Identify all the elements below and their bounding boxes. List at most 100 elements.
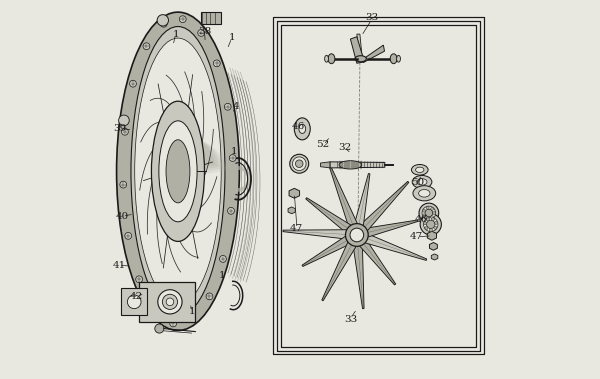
Circle shape bbox=[430, 229, 433, 232]
Bar bbox=[277, 21, 480, 351]
Circle shape bbox=[125, 232, 131, 239]
Ellipse shape bbox=[355, 56, 367, 62]
Text: 39: 39 bbox=[113, 124, 127, 133]
Polygon shape bbox=[139, 282, 195, 322]
Text: 47: 47 bbox=[410, 232, 424, 241]
Circle shape bbox=[425, 227, 428, 230]
Ellipse shape bbox=[135, 38, 221, 304]
Bar bbox=[274, 17, 484, 354]
Bar bbox=[274, 17, 484, 354]
Circle shape bbox=[130, 80, 136, 87]
Circle shape bbox=[435, 221, 438, 224]
Circle shape bbox=[155, 324, 164, 333]
Circle shape bbox=[425, 209, 433, 217]
Circle shape bbox=[431, 207, 434, 210]
Circle shape bbox=[206, 293, 213, 300]
Polygon shape bbox=[353, 182, 409, 239]
Text: 41: 41 bbox=[112, 261, 125, 270]
Ellipse shape bbox=[412, 164, 428, 175]
Wedge shape bbox=[236, 166, 251, 192]
Circle shape bbox=[136, 276, 143, 283]
Text: 32: 32 bbox=[338, 143, 352, 152]
Wedge shape bbox=[185, 136, 219, 170]
Ellipse shape bbox=[299, 124, 305, 133]
Circle shape bbox=[179, 16, 186, 23]
Wedge shape bbox=[181, 134, 215, 168]
Circle shape bbox=[431, 218, 434, 221]
Circle shape bbox=[422, 209, 425, 212]
Ellipse shape bbox=[419, 190, 430, 197]
Circle shape bbox=[227, 207, 235, 214]
Circle shape bbox=[427, 218, 430, 221]
Circle shape bbox=[127, 295, 141, 309]
Polygon shape bbox=[350, 37, 364, 63]
Ellipse shape bbox=[417, 179, 427, 185]
Polygon shape bbox=[289, 188, 299, 198]
Polygon shape bbox=[357, 34, 362, 63]
Wedge shape bbox=[188, 138, 223, 172]
Circle shape bbox=[158, 290, 182, 314]
Circle shape bbox=[170, 320, 176, 327]
Circle shape bbox=[426, 207, 429, 209]
Polygon shape bbox=[353, 232, 396, 285]
Polygon shape bbox=[427, 231, 436, 240]
Circle shape bbox=[424, 217, 438, 232]
Text: 42: 42 bbox=[130, 292, 143, 301]
Text: 40: 40 bbox=[116, 211, 129, 221]
Ellipse shape bbox=[151, 101, 205, 241]
Bar bbox=[274, 17, 484, 354]
Bar bbox=[277, 21, 480, 351]
Text: 52: 52 bbox=[316, 140, 329, 149]
Ellipse shape bbox=[412, 175, 432, 188]
Text: 38: 38 bbox=[198, 27, 211, 36]
Text: 1: 1 bbox=[230, 147, 237, 156]
Ellipse shape bbox=[166, 140, 190, 203]
Polygon shape bbox=[430, 243, 437, 250]
Polygon shape bbox=[355, 230, 427, 260]
Circle shape bbox=[163, 294, 178, 309]
Text: 33: 33 bbox=[344, 315, 358, 324]
Circle shape bbox=[290, 154, 309, 173]
Polygon shape bbox=[320, 162, 330, 168]
Circle shape bbox=[292, 157, 306, 171]
Text: 50: 50 bbox=[411, 178, 424, 187]
Text: 1: 1 bbox=[219, 271, 226, 280]
Circle shape bbox=[224, 103, 231, 110]
Polygon shape bbox=[329, 166, 362, 237]
Circle shape bbox=[166, 298, 174, 305]
Ellipse shape bbox=[295, 118, 310, 140]
Circle shape bbox=[229, 155, 236, 161]
Text: 46: 46 bbox=[292, 122, 305, 132]
Circle shape bbox=[220, 255, 226, 262]
Circle shape bbox=[420, 214, 442, 235]
Circle shape bbox=[433, 211, 436, 215]
Polygon shape bbox=[306, 198, 360, 239]
Ellipse shape bbox=[413, 186, 436, 201]
Ellipse shape bbox=[159, 121, 197, 222]
Polygon shape bbox=[352, 174, 370, 236]
Circle shape bbox=[157, 15, 169, 26]
Circle shape bbox=[419, 203, 439, 223]
Bar bbox=[281, 25, 476, 347]
Bar bbox=[281, 25, 476, 347]
Polygon shape bbox=[356, 220, 418, 240]
Circle shape bbox=[350, 228, 364, 242]
Text: 33: 33 bbox=[365, 13, 379, 22]
Ellipse shape bbox=[116, 12, 239, 330]
Circle shape bbox=[431, 216, 434, 219]
Circle shape bbox=[120, 181, 127, 188]
Polygon shape bbox=[322, 232, 362, 301]
Ellipse shape bbox=[416, 167, 424, 172]
Polygon shape bbox=[288, 207, 295, 214]
Polygon shape bbox=[330, 162, 385, 168]
Bar bbox=[201, 13, 221, 24]
Text: 1: 1 bbox=[229, 33, 235, 42]
Ellipse shape bbox=[339, 161, 362, 169]
Polygon shape bbox=[352, 235, 364, 309]
Polygon shape bbox=[283, 230, 357, 240]
Circle shape bbox=[295, 160, 303, 168]
Circle shape bbox=[198, 30, 205, 36]
Wedge shape bbox=[192, 139, 227, 174]
Circle shape bbox=[424, 222, 427, 225]
Circle shape bbox=[214, 60, 220, 67]
